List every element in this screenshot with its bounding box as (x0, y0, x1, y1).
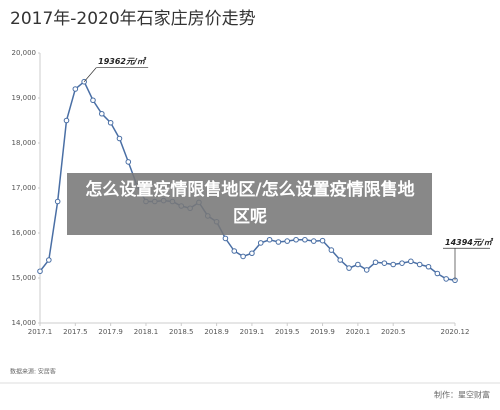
x-tick-label: 2017.9 (98, 328, 123, 336)
y-tick-label: 14,000 (12, 319, 37, 327)
x-tick-label: 2020.5 (381, 328, 406, 336)
point (231, 248, 238, 254)
point (37, 268, 43, 275)
point (284, 238, 291, 244)
point (72, 86, 79, 92)
x-tick-label: 2019.9 (310, 328, 335, 336)
point (416, 261, 423, 268)
point (125, 159, 132, 165)
point (249, 250, 255, 257)
point (346, 265, 352, 271)
y-tick-label: 18,000 (12, 139, 37, 147)
point (222, 235, 229, 242)
point (54, 198, 61, 205)
source: 数据来源: 安居客 (10, 368, 56, 376)
y-tick-label: 17,000 (12, 184, 37, 192)
point (434, 270, 441, 277)
point (310, 238, 317, 244)
y-tick-label: 20,000 (12, 49, 37, 57)
x-tick-label: 2019.1 (240, 328, 265, 336)
y-tick-label: 19,000 (12, 94, 37, 102)
point (443, 276, 449, 282)
x-tick-label: 2017.1 (28, 328, 53, 336)
point (425, 263, 432, 270)
point (275, 239, 282, 245)
point (99, 110, 105, 117)
point (240, 253, 246, 260)
point (337, 257, 344, 263)
x-tick-label: 2018.5 (169, 328, 194, 336)
credit: 制作：星空财富 (434, 390, 490, 400)
point (381, 260, 388, 266)
point (257, 240, 264, 246)
x-tick-label: 2020.1 (346, 328, 371, 336)
point (319, 237, 326, 244)
point (293, 236, 299, 243)
x-tick-label: 2018.1 (134, 328, 159, 336)
point (328, 247, 335, 253)
point (90, 97, 96, 104)
annotation: 19362元/㎡ (98, 56, 147, 66)
point (107, 119, 114, 126)
y-tick-label: 16,000 (12, 229, 37, 237)
point (372, 259, 379, 266)
point (355, 261, 361, 268)
point (390, 261, 396, 268)
point (363, 267, 370, 273)
annotation: 14394元/㎡ (445, 237, 494, 247)
y-tick-label: 15,000 (12, 274, 37, 282)
x-tick-label: 2018.9 (204, 328, 229, 336)
point (266, 236, 273, 243)
chart-title: 2017年-2020年石家庄房价走势 (10, 9, 256, 29)
annotation-leader (83, 67, 97, 82)
point (408, 258, 414, 265)
x-tick-label: 2019.5 (275, 328, 300, 336)
point (302, 236, 308, 243)
point (63, 117, 70, 124)
x-tick-label: 2020.12 (441, 328, 470, 336)
point (116, 135, 123, 142)
point (399, 260, 405, 266)
banner: 怎么设置疫情限售地区/怎么设置疫情限售地区呢 (67, 173, 432, 235)
point (46, 257, 52, 263)
x-tick-label: 2017.5 (63, 328, 88, 336)
